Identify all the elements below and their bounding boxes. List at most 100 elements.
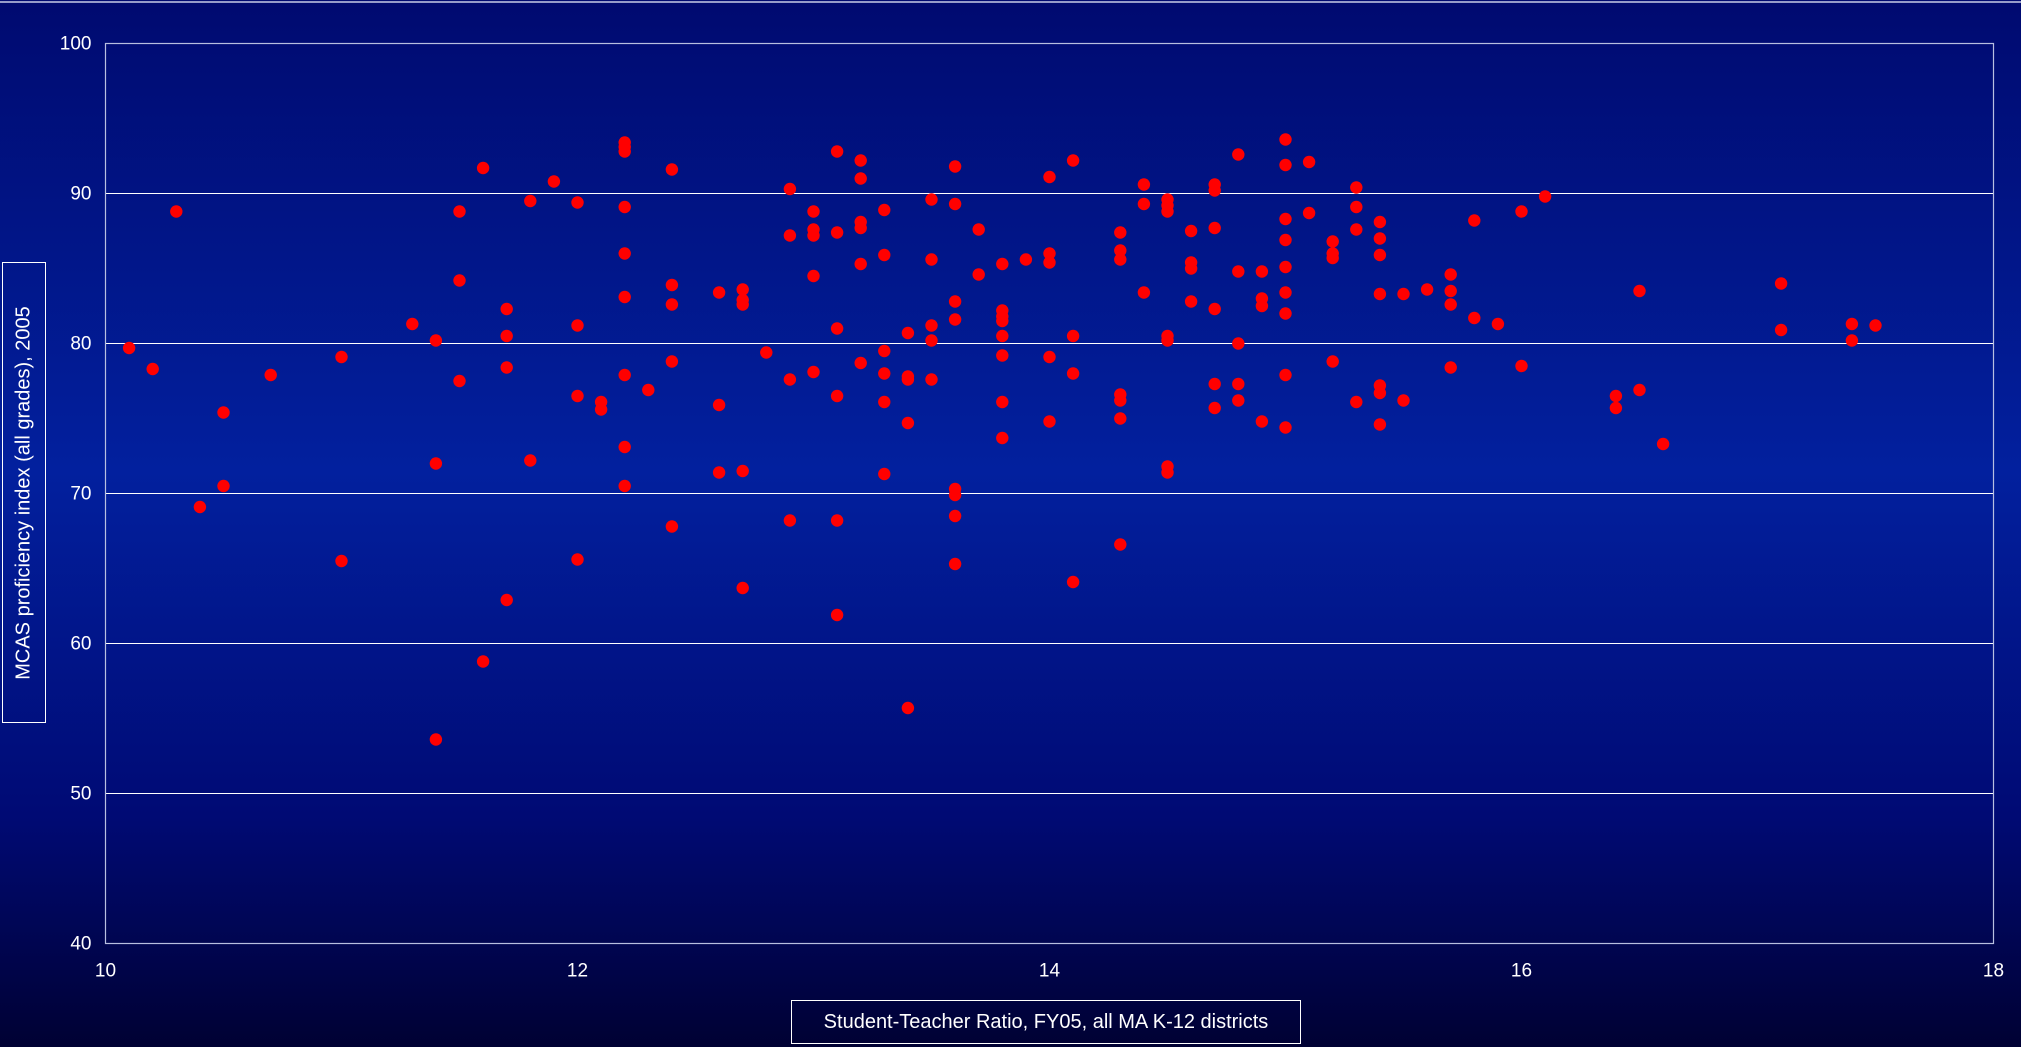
x-axis-title: Student-Teacher Ratio, FY05, all MA K-12… xyxy=(791,1000,1301,1044)
data-point xyxy=(500,593,513,607)
data-point xyxy=(1208,377,1221,391)
data-point xyxy=(736,464,749,478)
data-point xyxy=(830,226,844,239)
data-point xyxy=(1184,224,1198,238)
data-point xyxy=(170,205,183,218)
data-point xyxy=(972,223,985,236)
data-point xyxy=(925,193,938,206)
data-point xyxy=(524,194,537,208)
data-point xyxy=(1656,437,1670,451)
data-point xyxy=(453,374,466,388)
data-point xyxy=(217,479,230,493)
data-point xyxy=(1184,295,1198,308)
data-point xyxy=(1114,244,1127,257)
data-point xyxy=(807,205,820,218)
data-point xyxy=(665,355,679,368)
data-point xyxy=(1397,287,1410,301)
data-point xyxy=(948,509,962,523)
data-point xyxy=(1373,215,1387,229)
data-point xyxy=(1444,268,1457,281)
data-point xyxy=(901,701,915,715)
data-point xyxy=(948,160,962,173)
data-point xyxy=(1114,394,1127,407)
data-point xyxy=(429,334,443,347)
data-point xyxy=(500,361,513,374)
data-point xyxy=(1350,223,1363,236)
data-point xyxy=(925,253,938,266)
data-point xyxy=(996,329,1009,343)
data-point xyxy=(972,268,985,281)
data-point xyxy=(1208,184,1221,197)
data-point xyxy=(1232,394,1245,407)
data-point xyxy=(618,247,631,260)
data-point xyxy=(1066,367,1080,380)
data-point xyxy=(1845,334,1859,347)
data-point xyxy=(1208,302,1221,316)
data-point xyxy=(1279,286,1292,299)
data-point xyxy=(1279,133,1292,146)
data-point xyxy=(1609,389,1623,403)
data-point xyxy=(1609,401,1623,415)
data-point xyxy=(1373,232,1387,245)
data-point xyxy=(712,286,726,299)
data-point xyxy=(1279,212,1292,226)
y-tick-label: 90 xyxy=(70,184,91,205)
data-point xyxy=(1302,206,1316,220)
data-point xyxy=(1491,317,1505,331)
data-point xyxy=(1468,311,1481,325)
data-point xyxy=(642,383,655,397)
data-point xyxy=(901,416,915,430)
data-point xyxy=(948,313,962,326)
data-point xyxy=(1279,307,1292,320)
data-point xyxy=(854,172,867,185)
data-point xyxy=(1326,235,1339,248)
plot-area xyxy=(104,42,1995,945)
data-point xyxy=(406,317,419,331)
data-point xyxy=(1114,226,1127,239)
data-point xyxy=(193,500,207,514)
x-tick-label: 10 xyxy=(95,961,116,982)
data-point xyxy=(1255,265,1269,278)
data-point xyxy=(878,248,891,262)
data-point xyxy=(901,373,915,386)
data-point xyxy=(1255,299,1269,313)
data-point xyxy=(665,278,679,292)
data-point xyxy=(453,274,466,287)
data-point xyxy=(1350,200,1363,214)
data-point xyxy=(1208,221,1221,235)
data-point xyxy=(901,326,915,340)
data-point xyxy=(783,514,797,527)
data-point xyxy=(1397,394,1410,407)
data-point xyxy=(830,145,844,158)
y-tick-label: 80 xyxy=(70,334,91,355)
gridlines xyxy=(105,193,1994,794)
data-point xyxy=(1279,233,1292,247)
x-tick-label: 12 xyxy=(567,961,588,982)
data-point xyxy=(1043,247,1056,260)
data-point xyxy=(878,395,891,409)
data-point xyxy=(1279,260,1292,274)
data-point xyxy=(854,356,867,370)
data-point xyxy=(1019,253,1033,266)
data-point xyxy=(948,557,962,571)
data-point xyxy=(1161,205,1174,218)
data-point xyxy=(996,395,1009,409)
data-point xyxy=(1255,415,1269,428)
data-point xyxy=(948,197,962,211)
data-point xyxy=(618,290,631,304)
data-point xyxy=(1444,284,1457,298)
data-point xyxy=(760,346,773,359)
data-point xyxy=(1161,466,1174,479)
data-point xyxy=(1515,205,1528,218)
data-point xyxy=(1468,214,1481,227)
data-point xyxy=(1066,154,1080,167)
data-point xyxy=(830,608,844,622)
data-point xyxy=(429,457,443,470)
data-point xyxy=(854,221,867,235)
data-point xyxy=(948,295,962,308)
data-point xyxy=(665,298,679,311)
data-point xyxy=(335,554,348,568)
data-point xyxy=(736,581,749,595)
y-axis-title-box: MCAS proficiency index (all grades), 200… xyxy=(2,262,46,723)
